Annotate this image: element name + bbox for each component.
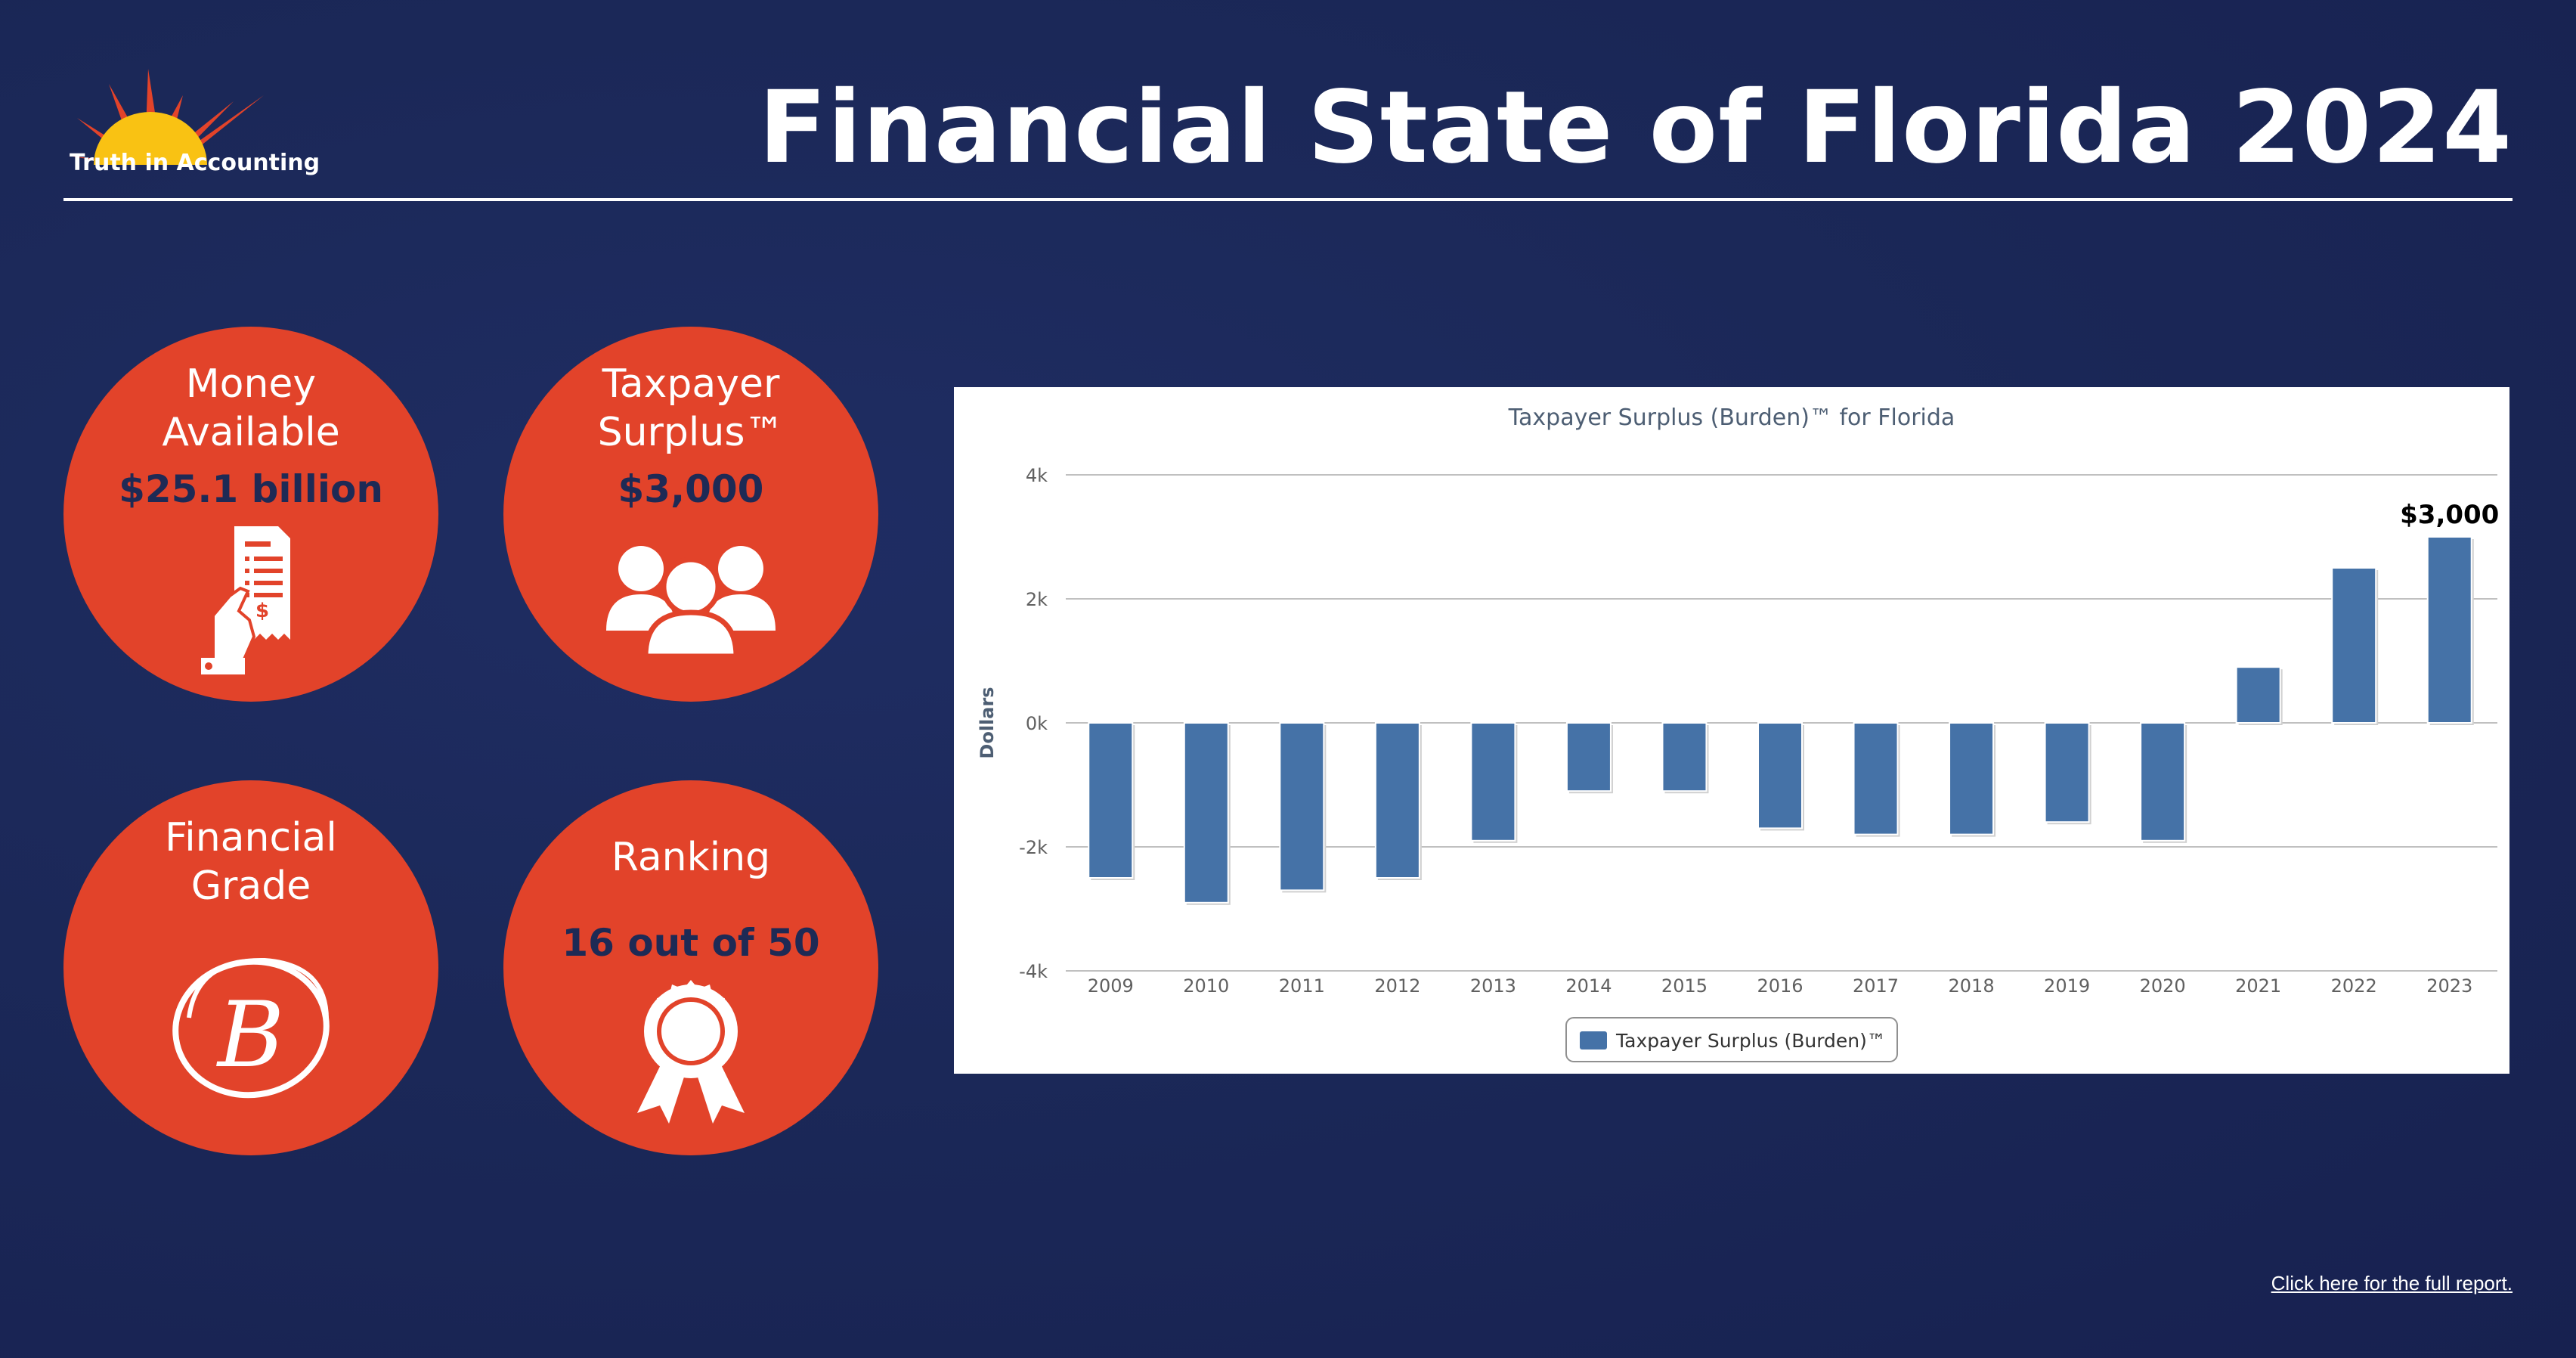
x-tick-label: 2011 <box>1279 975 1325 997</box>
people-group-icon <box>606 543 776 659</box>
x-tick-label: 2015 <box>1661 975 1708 997</box>
sun-logo-icon <box>63 65 305 178</box>
page-title: Financial State of Florida 2024 <box>758 70 2513 186</box>
receipt-hand-icon: $ <box>198 525 304 676</box>
full-report-link[interactable]: Click here for the full report. <box>2271 1272 2513 1294</box>
bar-2023[interactable] <box>2426 536 2472 724</box>
chart-panel: Taxpayer Surplus (Burden)™ for Florida D… <box>954 387 2509 1074</box>
bar-2021[interactable] <box>2235 666 2281 724</box>
x-tick-label: 2020 <box>2140 975 2186 997</box>
bar-2011[interactable] <box>1279 722 1325 891</box>
grade-b-icon: B <box>168 953 334 1104</box>
ranking-label: Ranking <box>611 835 771 880</box>
bar-2014[interactable] <box>1565 722 1612 792</box>
x-tick-label: 2014 <box>1565 975 1612 997</box>
bar-2018[interactable] <box>1949 722 1995 836</box>
bar-2013[interactable] <box>1470 722 1516 842</box>
bar-2020[interactable] <box>2140 722 2186 842</box>
bar-2017[interactable] <box>1853 722 1899 836</box>
ranking-card: Ranking 16 out of 50 <box>503 780 878 1155</box>
bar-2022[interactable] <box>2331 567 2377 724</box>
y-tick-label: -2k <box>1019 837 1048 858</box>
x-tick-label: 2012 <box>1374 975 1420 997</box>
bar-2019[interactable] <box>2044 722 2090 823</box>
financial-grade-label-1: Financial <box>165 815 337 860</box>
money-available-label-2: Available <box>162 410 340 455</box>
bar-2015[interactable] <box>1661 722 1708 792</box>
taxpayer-surplus-card: Taxpayer Surplus™ $3,000 <box>503 327 878 702</box>
financial-grade-label-2: Grade <box>190 863 311 909</box>
bar-2010[interactable] <box>1183 722 1229 904</box>
x-tick-label: 2017 <box>1853 975 1899 997</box>
x-tick-label: 2010 <box>1183 975 1229 997</box>
money-available-label-1: Money <box>185 361 317 407</box>
x-tick-label: 2021 <box>2235 975 2281 997</box>
bar-2009[interactable] <box>1088 722 1134 879</box>
taxpayer-surplus-chart: Taxpayer Surplus (Burden)™ for Florida D… <box>977 405 2499 1062</box>
y-tick-label: 0k <box>1026 713 1048 734</box>
x-tick-label: 2023 <box>2426 975 2472 997</box>
x-tick-label: 2013 <box>1470 975 1516 997</box>
bar-2016[interactable] <box>1757 722 1803 829</box>
y-tick-label: 4k <box>1026 465 1048 486</box>
legend-box <box>1565 1017 1898 1062</box>
financial-grade-card: Financial Grade B <box>63 780 438 1155</box>
x-tick-label: 2019 <box>2044 975 2090 997</box>
sun-disc <box>94 112 207 165</box>
chart-legend[interactable]: Taxpayer Surplus (Burden)™ <box>1565 1017 1898 1062</box>
grade-letter: B <box>216 983 284 1088</box>
logo-text: Truth in Accounting <box>70 150 320 176</box>
x-tick-label: 2022 <box>2331 975 2377 997</box>
data-label-annotation: $3,000 <box>2400 500 2499 530</box>
money-available-card: Money Available $25.1 billion $ <box>63 327 438 702</box>
y-axis-label: Dollars <box>977 687 998 758</box>
y-tick-label: -4k <box>1019 961 1048 982</box>
y-tick-label: 2k <box>1026 589 1048 610</box>
x-tick-label: 2009 <box>1088 975 1134 997</box>
bar-2012[interactable] <box>1374 722 1420 879</box>
award-ribbon-icon <box>634 978 748 1124</box>
x-tick-label: 2016 <box>1757 975 1803 997</box>
title-divider <box>63 198 2513 201</box>
legend-label[interactable]: Taxpayer Surplus (Burden)™ <box>1615 1030 1886 1052</box>
money-available-value: $25.1 billion <box>119 467 383 511</box>
taxpayer-surplus-label-1: Taxpayer <box>602 361 780 407</box>
legend-swatch <box>1580 1031 1607 1050</box>
x-tick-label: 2018 <box>1949 975 1995 997</box>
taxpayer-surplus-value: $3,000 <box>618 467 764 511</box>
chart-title: Taxpayer Surplus (Burden)™ for Florida <box>1508 405 1955 431</box>
ranking-value: 16 out of 50 <box>562 921 820 965</box>
svg-text:$: $ <box>255 600 269 622</box>
taxpayer-surplus-label-2: Surplus™ <box>597 410 785 455</box>
